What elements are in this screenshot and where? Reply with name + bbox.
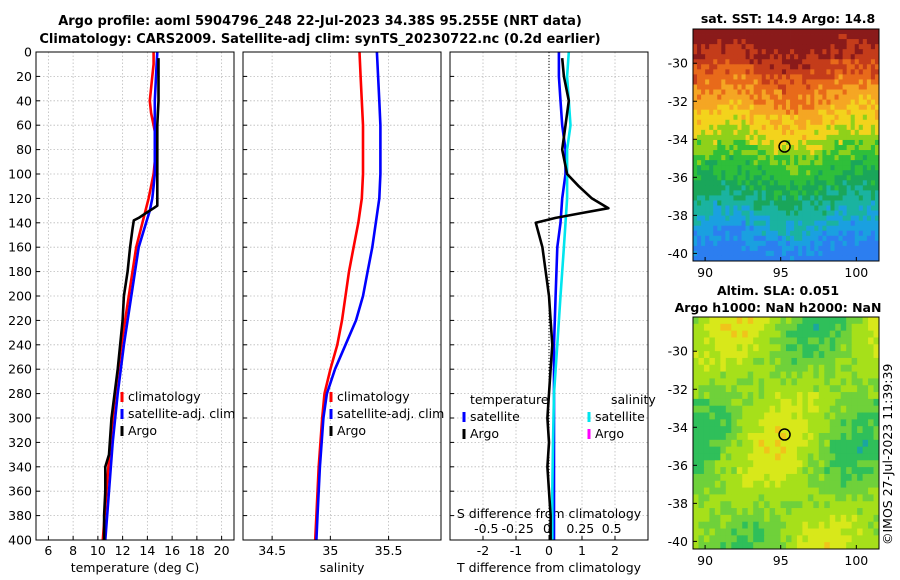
x-tick-label: -1 bbox=[510, 543, 522, 558]
map-x-tick-label: 90 bbox=[697, 553, 713, 568]
x-tick-label: 12 bbox=[115, 543, 131, 558]
temperature-panel: 6 8 10 12 14 16 18 2002040608010012014016018020… bbox=[8, 45, 235, 576]
sst-map-frame bbox=[692, 28, 880, 262]
x-axis-label: T difference from climatology bbox=[456, 560, 642, 575]
x2-tick-label: -0.5 bbox=[474, 521, 498, 536]
y-tick-label: 260 bbox=[8, 362, 32, 377]
y-tick-label: 20 bbox=[16, 69, 32, 84]
series-s-satellite bbox=[550, 51, 572, 540]
x-tick-label: 10 bbox=[90, 543, 106, 558]
x-tick-label: 18 bbox=[189, 543, 205, 558]
x-tick-label: 14 bbox=[139, 543, 155, 558]
legend-label: Argo bbox=[337, 423, 366, 438]
y-tick-label: 400 bbox=[8, 533, 32, 548]
y-tick-label: 160 bbox=[8, 240, 32, 255]
legend-label: climatology bbox=[128, 389, 201, 404]
legend-label: satellite bbox=[595, 409, 645, 424]
x-tick-label: 34.5 bbox=[258, 543, 286, 558]
argo-position-marker bbox=[778, 140, 791, 153]
x-tick-label: 1 bbox=[578, 543, 586, 558]
legend-label: satellite bbox=[470, 409, 520, 424]
map-y-tick-label: -30 bbox=[668, 344, 688, 359]
y-tick-label: 240 bbox=[8, 337, 32, 352]
y-tick-label: 120 bbox=[8, 191, 32, 206]
x-axis-label: temperature (deg C) bbox=[71, 560, 200, 575]
temperature-frame bbox=[35, 51, 235, 541]
map-x-tick-label: 90 bbox=[697, 265, 713, 280]
x-tick-label: 35.5 bbox=[375, 543, 403, 558]
x2-tick-label: -0.25 bbox=[501, 521, 533, 536]
difference-frame bbox=[449, 51, 649, 541]
map-y-tick-label: -34 bbox=[668, 420, 688, 435]
y-tick-label: 0 bbox=[24, 45, 32, 60]
sla-map: 90 95 100 -30 -32 -34 -36 -38 -40 bbox=[668, 316, 880, 568]
y-tick-label: 220 bbox=[8, 313, 32, 328]
x2-tick-label: 0.25 bbox=[566, 521, 594, 536]
x-axis-label: salinity bbox=[320, 560, 365, 575]
figure-title-line1: Argo profile: aoml 5904796_248 22-Jul-20… bbox=[58, 14, 582, 29]
y-tick-label: 360 bbox=[8, 484, 32, 499]
sst-map-field bbox=[693, 29, 880, 262]
difference-panel: -2 -1 0 1 2S difference from climatology-0.5… bbox=[449, 51, 656, 575]
map-y-tick-label: -38 bbox=[668, 496, 688, 511]
y-tick-label: 60 bbox=[16, 118, 32, 133]
x2-tick-label: 0 bbox=[543, 521, 551, 536]
y-tick-label: 80 bbox=[16, 142, 32, 157]
map-y-tick-label: -32 bbox=[668, 94, 688, 109]
x-tick-label: 8 bbox=[69, 543, 77, 558]
map-y-tick-label: -36 bbox=[668, 170, 688, 185]
series-satellite-adj-clim bbox=[315, 51, 382, 541]
map-y-tick-label: -40 bbox=[668, 246, 688, 261]
y-tick-label: 380 bbox=[8, 508, 32, 523]
legend-label: satellite-adj. clim bbox=[337, 406, 444, 421]
map-x-tick-label: 100 bbox=[844, 553, 868, 568]
x-tick-label: 2 bbox=[611, 543, 619, 558]
map-x-tick-label: 100 bbox=[844, 265, 868, 280]
legend-label: Argo bbox=[470, 426, 499, 441]
x-tick-label: 35 bbox=[322, 543, 338, 558]
figure-title-line2: Climatology: CARS2009. Satellite-adj cli… bbox=[39, 32, 601, 47]
y-tick-label: 140 bbox=[8, 215, 32, 230]
sst-map: 90 95 100 -30 -32 -34 -36 -38 -40 bbox=[668, 28, 880, 280]
y-tick-label: 320 bbox=[8, 435, 32, 450]
x-tick-label: 0 bbox=[545, 543, 553, 558]
map-y-tick-label: -38 bbox=[668, 208, 688, 223]
y-tick-label: 280 bbox=[8, 386, 32, 401]
legend-label: Argo bbox=[128, 423, 157, 438]
map-y-tick-label: -32 bbox=[668, 382, 688, 397]
y-tick-label: 300 bbox=[8, 411, 32, 426]
map-y-tick-label: -36 bbox=[668, 458, 688, 473]
x-tick-label: 16 bbox=[164, 543, 180, 558]
y-tick-label: 340 bbox=[8, 459, 32, 474]
map-y-tick-label: -34 bbox=[668, 132, 688, 147]
salinity-panel: 34.5 35 35.5 salinity climatology satellite-a… bbox=[242, 51, 444, 575]
sla-map-field bbox=[693, 317, 880, 550]
legend-label: satellite-adj. clim bbox=[128, 406, 235, 421]
x2-tick-label: 0.5 bbox=[602, 521, 622, 536]
x-tick-label: 6 bbox=[44, 543, 52, 558]
legend-label: Argo bbox=[595, 426, 624, 441]
y-tick-label: 100 bbox=[8, 167, 32, 182]
series-t-argo bbox=[534, 57, 610, 540]
y-tick-label: 200 bbox=[8, 289, 32, 304]
x-tick-label: 20 bbox=[214, 543, 230, 558]
sst-map-title: sat. SST: 14.9 Argo: 14.8 bbox=[700, 11, 876, 26]
sla-map-title-line1: Altim. SLA: 0.051 bbox=[716, 283, 840, 298]
map-y-tick-label: -40 bbox=[668, 534, 688, 549]
map-x-tick-label: 95 bbox=[773, 265, 789, 280]
map-y-tick-label: -30 bbox=[668, 56, 688, 71]
x-tick-label: -2 bbox=[477, 543, 489, 558]
series-argo bbox=[102, 58, 160, 540]
sla-map-title-line2: Argo h1000: NaN h2000: NaN bbox=[674, 300, 882, 315]
salinity-frame bbox=[242, 51, 442, 541]
y-tick-label: 180 bbox=[8, 264, 32, 279]
legend-label: climatology bbox=[337, 389, 410, 404]
legend-title-salinity: salinity bbox=[611, 392, 656, 407]
map-x-tick-label: 95 bbox=[773, 553, 789, 568]
sla-map-frame bbox=[692, 316, 880, 550]
y-tick-label: 40 bbox=[16, 93, 32, 108]
legend-title-temperature: temperature bbox=[470, 392, 549, 407]
argo-position-marker bbox=[778, 428, 791, 441]
